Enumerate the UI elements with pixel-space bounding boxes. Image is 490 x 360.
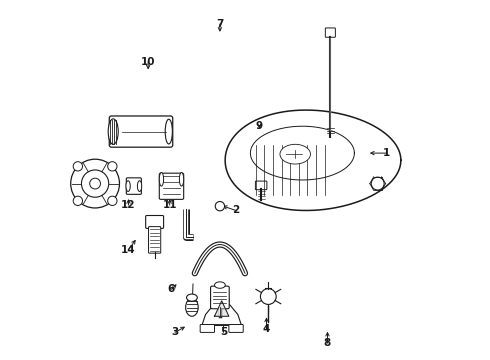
Circle shape [81, 170, 109, 197]
FancyBboxPatch shape [148, 226, 161, 253]
Ellipse shape [165, 119, 172, 144]
Circle shape [73, 162, 82, 171]
Text: 8: 8 [324, 338, 331, 348]
Ellipse shape [126, 181, 130, 192]
Text: 1: 1 [383, 148, 390, 158]
FancyBboxPatch shape [109, 116, 173, 147]
Circle shape [73, 196, 82, 206]
Text: 6: 6 [168, 284, 175, 294]
Text: 3: 3 [172, 327, 179, 337]
Text: 11: 11 [163, 200, 177, 210]
Ellipse shape [108, 119, 118, 144]
Ellipse shape [159, 172, 164, 186]
FancyBboxPatch shape [229, 324, 243, 332]
Text: 4: 4 [263, 324, 270, 334]
FancyBboxPatch shape [159, 173, 184, 199]
Polygon shape [250, 126, 354, 180]
FancyBboxPatch shape [325, 28, 335, 37]
Ellipse shape [137, 181, 142, 192]
Ellipse shape [187, 294, 197, 301]
Circle shape [108, 196, 117, 206]
FancyBboxPatch shape [200, 324, 215, 332]
Text: 2: 2 [232, 206, 240, 216]
Text: 10: 10 [141, 57, 155, 67]
Circle shape [260, 289, 276, 305]
FancyBboxPatch shape [126, 178, 141, 194]
Circle shape [108, 162, 117, 171]
Circle shape [71, 159, 120, 208]
Circle shape [90, 178, 100, 189]
Ellipse shape [179, 172, 184, 186]
Text: 7: 7 [216, 19, 223, 29]
Text: 12: 12 [121, 200, 136, 210]
Ellipse shape [215, 282, 225, 288]
Circle shape [371, 177, 384, 190]
Text: 14: 14 [121, 245, 136, 255]
Ellipse shape [186, 298, 198, 316]
Text: 9: 9 [256, 121, 263, 131]
Polygon shape [202, 298, 242, 325]
FancyBboxPatch shape [255, 181, 267, 190]
Circle shape [215, 202, 224, 211]
Ellipse shape [280, 144, 311, 164]
Polygon shape [215, 301, 229, 316]
FancyBboxPatch shape [146, 216, 164, 228]
FancyBboxPatch shape [211, 286, 229, 309]
Text: 13: 13 [80, 179, 95, 189]
Text: 5: 5 [220, 327, 227, 337]
